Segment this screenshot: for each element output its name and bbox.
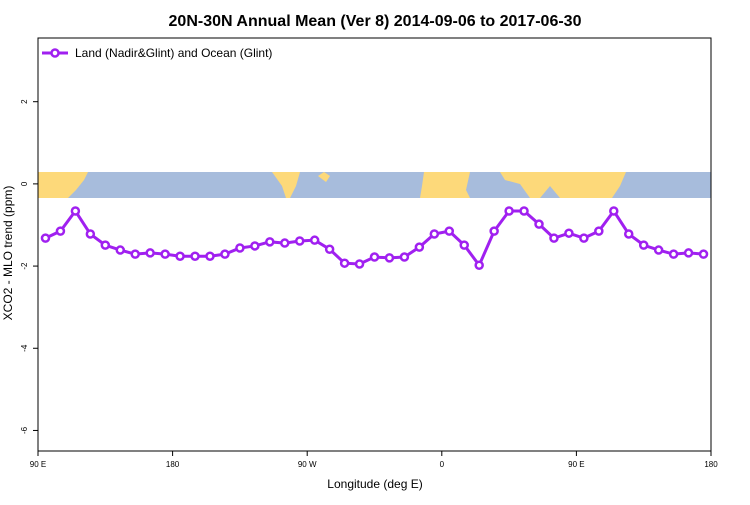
data-point [145,248,155,258]
data-point [265,237,275,247]
plot-frame [37,37,712,452]
data-point [459,240,469,250]
data-point [235,243,245,253]
data-point [70,206,81,216]
data-point [609,206,619,216]
x-tick-label: 90 W [298,460,317,469]
data-point [519,206,529,216]
data-point [564,228,574,238]
x-tick-label: 90 E [568,460,584,469]
data-point [100,240,111,250]
data-point [623,229,634,239]
data-point [683,248,694,258]
data-point [190,251,200,261]
data-point [115,245,126,255]
data-point [220,249,230,259]
data-point [294,236,305,246]
legend-marker [50,48,60,58]
x-tick-label: 90 E [30,460,46,469]
legend-label: Land (Nadir&Glint) and Ocean (Glint) [75,46,272,60]
data-point [324,244,335,254]
x-tick-label: 180 [704,460,718,469]
chart-title: 20N-30N Annual Mean (Ver 8) 2014-09-06 t… [169,13,582,30]
data-point [280,238,290,248]
data-point [474,260,484,271]
data-point [130,249,140,259]
data-point [549,233,559,243]
data-point [250,241,260,251]
data-point [175,251,185,261]
x-tick-label: 0 [440,460,445,469]
data-point [653,245,664,255]
y-axis-label: XCO2 - MLO trend (ppm) [1,186,15,321]
y-tick-label: -2 [20,262,29,270]
data-point [40,233,51,243]
data-point [504,206,514,216]
data-point [369,252,380,262]
data-point [414,242,425,252]
data-point [444,226,455,236]
data-point [668,249,679,259]
y-tick-label: 0 [20,181,29,186]
y-tick-label: -6 [20,426,29,434]
y-tick-label: 2 [20,99,29,104]
data-point [354,259,365,269]
data-point [429,229,440,239]
data-point [638,240,649,250]
map-strip [38,172,711,198]
data-point [309,235,320,245]
data-point [205,251,215,261]
data-point [55,226,66,236]
data-point [698,249,709,259]
x-tick-label: 180 [166,460,180,469]
data-point [85,229,96,239]
data-point [594,226,604,236]
data-point [160,249,170,259]
x-axis-label: Longitude (deg E) [327,477,422,491]
data-point [489,226,499,236]
data-point [579,233,589,243]
data-point [339,258,350,268]
data-point [399,252,410,262]
data-point [534,219,544,229]
data-point [384,253,395,263]
y-tick-label: -4 [20,344,29,352]
